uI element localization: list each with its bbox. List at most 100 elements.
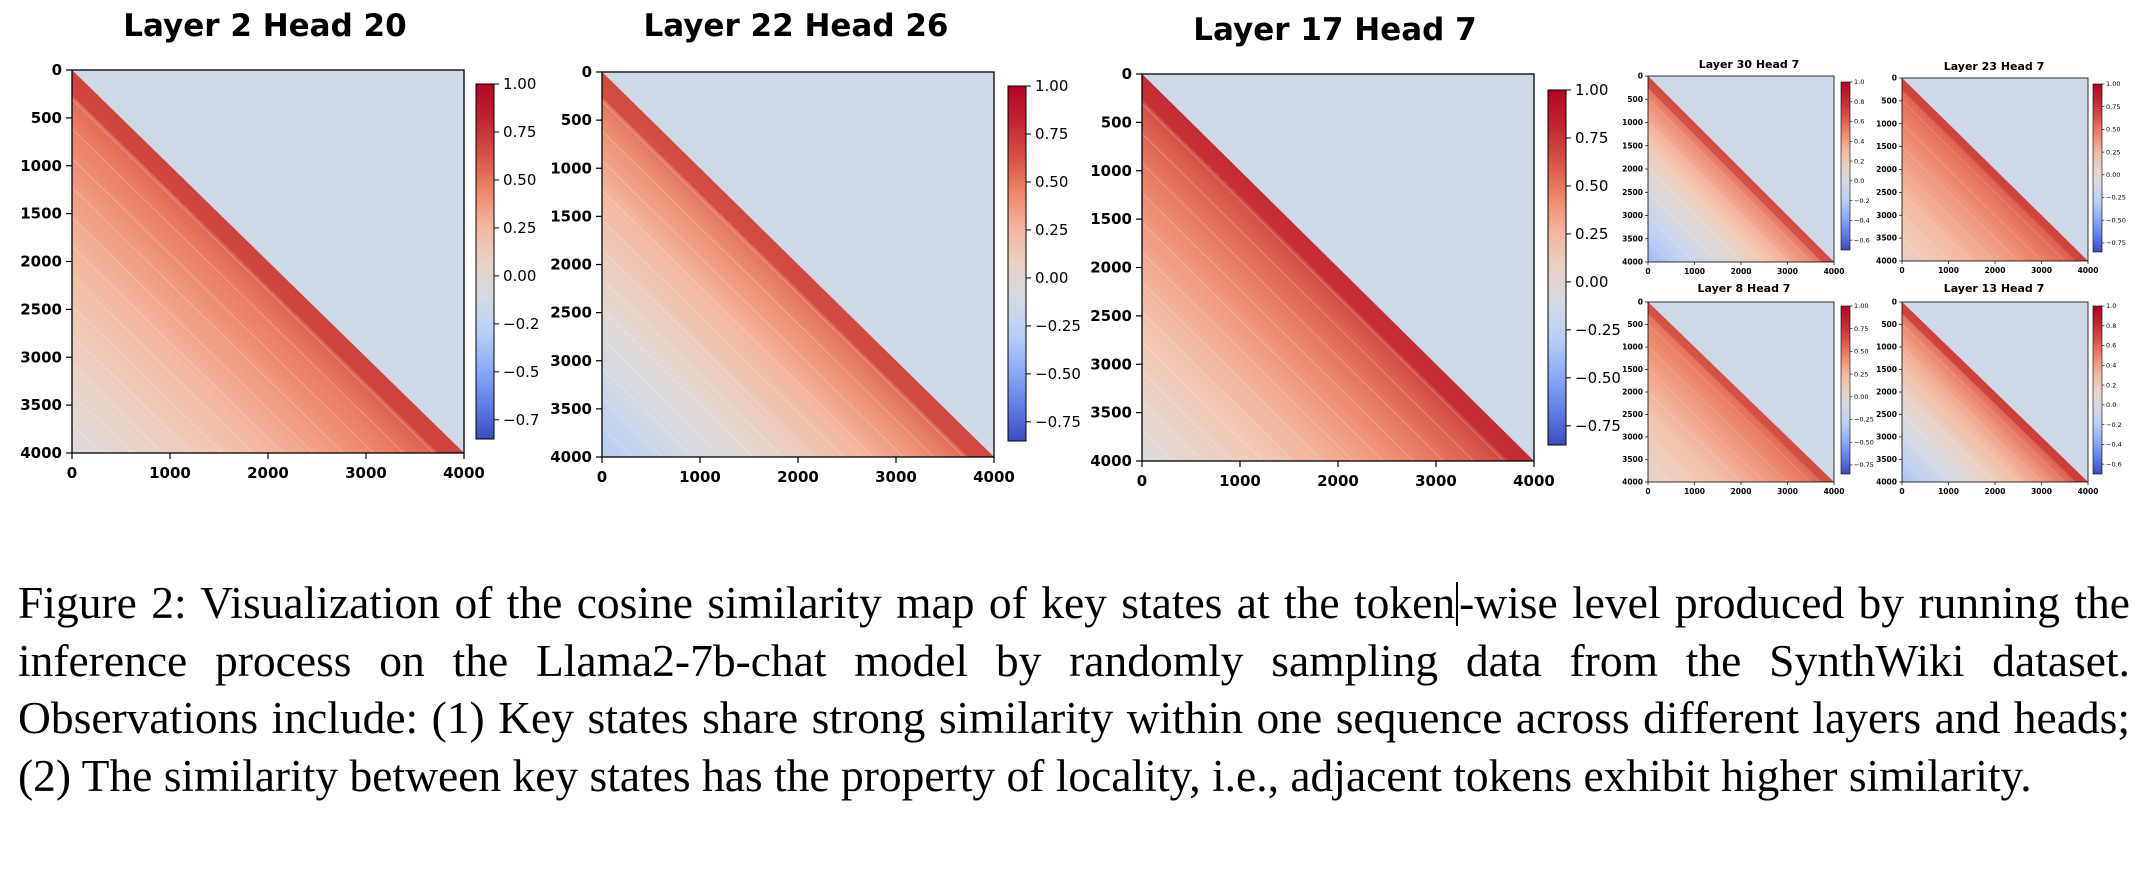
colorbar-tick-label: −0.75 xyxy=(1854,461,1874,469)
x-tick-label: 2000 xyxy=(1317,472,1359,490)
y-tick-label: 2500 xyxy=(1622,410,1643,419)
y-tick-label: 3000 xyxy=(1876,211,1897,220)
heatmap-striation xyxy=(1141,192,1414,462)
colorbar-tick-label: −0.4 xyxy=(1854,217,1870,225)
heatmap-diagonal-band xyxy=(602,72,994,457)
heatmap-title: Layer 30 Head 7 xyxy=(1699,58,1800,71)
colorbar-tick-label: 1.00 xyxy=(1854,302,1868,310)
colorbar-tick-label: 0.0 xyxy=(2106,401,2116,409)
heatmap-striation xyxy=(601,249,814,458)
heatmap-striation xyxy=(1141,222,1384,462)
y-tick-label: 3500 xyxy=(20,396,62,414)
heatmap-striation xyxy=(1141,281,1324,462)
y-tick-label: 2500 xyxy=(1876,410,1897,419)
x-tick-label: 4000 xyxy=(1824,487,1845,496)
y-tick-label: 4000 xyxy=(1876,257,1897,266)
x-tick-label: 3000 xyxy=(2031,266,2052,275)
heatmap-striation xyxy=(1901,215,1949,262)
heatmap-diagonal-band xyxy=(1142,74,1534,461)
heatmap-striation xyxy=(1901,237,1926,262)
x-tick-label: 0 xyxy=(1645,487,1650,496)
x-tick-label: 0 xyxy=(1899,266,1904,275)
y-tick-label: 0 xyxy=(1892,298,1897,307)
colorbar-tick-label: −0.25 xyxy=(2106,194,2126,202)
y-tick-label: 1500 xyxy=(20,205,62,223)
heatmap-striation xyxy=(601,160,904,458)
y-tick-label: 2000 xyxy=(1876,165,1897,174)
heatmap-striation xyxy=(1141,103,1505,462)
colorbar-tick-label: −0.25 xyxy=(1575,321,1621,339)
heatmap-striation xyxy=(71,423,103,454)
colorbar-tick-label: −0.2 xyxy=(503,315,539,333)
colorbar-tick-label: −0.75 xyxy=(2106,239,2126,247)
colorbar-tick-label: 0.50 xyxy=(1854,348,1868,356)
heatmap-striation xyxy=(71,216,314,454)
colorbar-tick-label: 0.8 xyxy=(2106,322,2116,330)
x-tick-label: 4000 xyxy=(1824,267,1845,276)
y-tick-label: 2500 xyxy=(1090,307,1132,325)
x-tick-label: 1000 xyxy=(1684,487,1705,496)
y-tick-label: 1000 xyxy=(1622,118,1643,127)
heatmap-striation xyxy=(1901,436,1949,483)
y-tick-label: 500 xyxy=(1881,96,1897,105)
colorbar-tick-label: 1.00 xyxy=(1035,77,1068,95)
x-tick-label: 3000 xyxy=(2031,487,2052,496)
heatmap-striation xyxy=(1647,192,1718,263)
heatmap-panel-3: Layer 17 Head 7 0 1000 2000 3000 4000 0 500 1000… xyxy=(1090,12,1621,490)
y-tick-label: 3000 xyxy=(550,352,592,370)
heatmap-striation xyxy=(1647,391,1742,483)
x-tick-label: 2000 xyxy=(1985,266,2006,275)
colorbar-tick-label: 0.25 xyxy=(1575,225,1608,243)
y-tick-label: 1000 xyxy=(1876,119,1897,128)
colorbar xyxy=(1007,85,1027,442)
heatmap-striation xyxy=(601,278,784,458)
heatmap-striation xyxy=(1647,238,1672,263)
y-tick-label: 2000 xyxy=(550,256,592,274)
colorbar-tick-label: −0.75 xyxy=(1575,417,1621,435)
colorbar xyxy=(2092,83,2103,253)
x-tick-label: 0 xyxy=(1645,267,1650,276)
heatmap-striation xyxy=(1647,369,1765,483)
y-tick-label: 3000 xyxy=(1090,355,1132,373)
heatmap-striation xyxy=(1141,252,1354,462)
heatmap-striation xyxy=(1647,346,1788,483)
heatmap-striation xyxy=(1141,162,1444,462)
x-tick-label: 2000 xyxy=(1731,267,1752,276)
caption-label: Figure 2: xyxy=(18,577,187,628)
y-tick-label: 2000 xyxy=(1622,165,1643,174)
heatmap-striation xyxy=(71,393,133,454)
heatmap-striation xyxy=(71,305,224,454)
y-tick-label: 3500 xyxy=(1090,404,1132,422)
colorbar-tick-label: 1.00 xyxy=(1575,81,1608,99)
colorbar-tick-label: 0.25 xyxy=(1854,370,1868,378)
x-tick-label: 1000 xyxy=(1938,487,1959,496)
heatmap-panel-2: Layer 22 Head 26 0 1000 2000 3000 4000 0 500 100… xyxy=(550,8,1081,486)
heatmap-striation xyxy=(1901,169,1996,262)
x-tick-label: 4000 xyxy=(1513,472,1555,490)
colorbar-tick-label: 0.50 xyxy=(503,171,536,189)
figure-heatmaps: Layer 2 Head 200 1000 2000 3000 400005001000… xyxy=(20,8,2126,496)
colorbar-tick-label: −0.6 xyxy=(2106,460,2122,468)
colorbar-tick-label: 0.4 xyxy=(2106,361,2116,369)
x-tick-label: 2000 xyxy=(247,464,289,482)
heatmap-striation xyxy=(601,397,663,458)
y-tick-label: 0 xyxy=(52,61,62,79)
colorbar-tick-label: 0.00 xyxy=(503,267,536,285)
y-tick-label: 0 xyxy=(1638,298,1643,307)
colorbar-tick-label: −0.2 xyxy=(2106,421,2122,429)
heatmap-striation xyxy=(601,219,844,458)
heatmap-panel-4: Layer 30 Head 70 1000 2000 3000 400005001000… xyxy=(1622,58,1870,276)
x-tick-label: 0 xyxy=(597,468,607,486)
y-tick-label: 0 xyxy=(1122,65,1132,83)
heatmap-striation xyxy=(1647,414,1718,483)
y-tick-label: 3500 xyxy=(1876,234,1897,243)
heatmap-striation xyxy=(1141,311,1294,462)
y-tick-label: 3000 xyxy=(1622,211,1643,220)
heatmap-striation xyxy=(1901,324,2065,483)
y-tick-label: 0 xyxy=(1638,72,1643,81)
heatmap-diagonal-band xyxy=(1902,302,2088,482)
y-tick-label: 1500 xyxy=(1622,365,1643,374)
x-tick-label: 0 xyxy=(67,464,77,482)
heatmap-striation xyxy=(1901,414,1972,483)
colorbar-tick-label: 0.6 xyxy=(1854,118,1864,126)
